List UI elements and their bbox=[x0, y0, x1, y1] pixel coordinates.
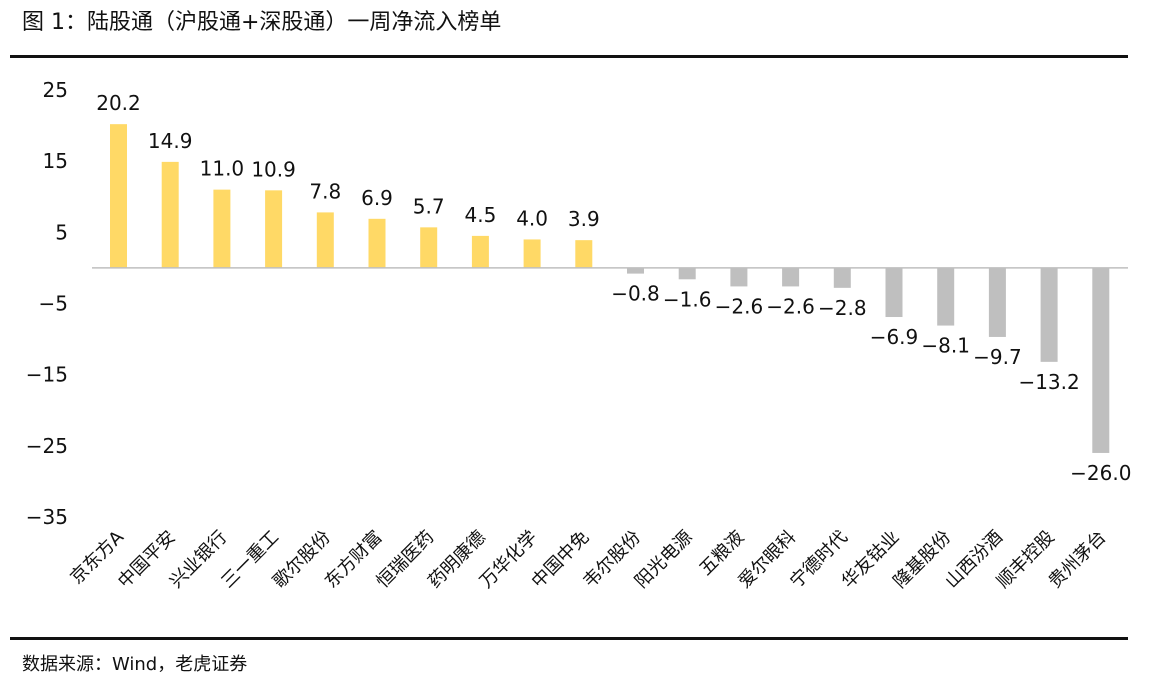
data-label: −1.6 bbox=[663, 287, 712, 311]
data-label: 10.9 bbox=[251, 157, 296, 181]
data-label: −8.1 bbox=[921, 334, 970, 358]
bar bbox=[420, 227, 438, 268]
data-label: −26.0 bbox=[1070, 461, 1131, 485]
bar bbox=[575, 240, 593, 268]
data-label: −13.2 bbox=[1018, 370, 1079, 394]
category-label: 贵州茅台 bbox=[1045, 527, 1111, 593]
data-label: −9.7 bbox=[973, 345, 1022, 369]
data-label: 5.7 bbox=[413, 194, 445, 218]
bar bbox=[213, 189, 231, 268]
y-tick-label: −35 bbox=[26, 505, 68, 529]
bar bbox=[988, 267, 1006, 337]
y-axis-ticks: 25 15 5 −5 −15 −25 −35 bbox=[26, 78, 68, 529]
data-label: 7.8 bbox=[309, 179, 341, 203]
data-labels: 20.214.911.0 10.97.8 6.9 5.7 4.5 4.0 3.9−0.8 −1… bbox=[96, 91, 1131, 485]
bar bbox=[885, 267, 903, 318]
data-label: −2.6 bbox=[715, 294, 764, 318]
bar bbox=[110, 124, 127, 268]
bar bbox=[833, 267, 851, 288]
bar bbox=[937, 267, 955, 326]
y-tick-label: 5 bbox=[55, 220, 68, 244]
bar bbox=[471, 235, 489, 268]
bottom-rule bbox=[10, 637, 1128, 640]
bar bbox=[730, 267, 748, 287]
data-label: −0.8 bbox=[611, 282, 660, 306]
category-label: 阳光电源 bbox=[631, 527, 697, 593]
y-tick-label: −5 bbox=[39, 292, 68, 316]
bar bbox=[316, 212, 334, 268]
data-label: −2.6 bbox=[766, 294, 815, 318]
data-label: 6.9 bbox=[361, 186, 393, 210]
bar bbox=[523, 239, 541, 268]
data-label: 4.5 bbox=[464, 203, 496, 227]
bar bbox=[1092, 267, 1110, 453]
y-tick-label: 15 bbox=[43, 149, 68, 173]
bar bbox=[265, 190, 283, 268]
bar-chart: 25 15 5 −5 −15 −25 −35 20.2 14.9 11.0 10.9 7.8 6.9 5… bbox=[26, 78, 1132, 592]
data-label: 11.0 bbox=[200, 157, 245, 181]
data-label: −6.9 bbox=[870, 325, 919, 349]
data-label: 20.2 bbox=[96, 91, 141, 115]
bar bbox=[1040, 267, 1058, 362]
data-label: 3.9 bbox=[568, 207, 600, 231]
bar bbox=[678, 267, 696, 280]
chart-title: 图 1：陆股通（沪股通+深股通）一周净流入榜单 bbox=[22, 10, 502, 35]
bar bbox=[627, 267, 644, 274]
bar bbox=[161, 161, 179, 268]
top-rule bbox=[10, 55, 1128, 58]
data-label: 14.9 bbox=[148, 129, 193, 153]
y-tick-label: −15 bbox=[26, 363, 68, 387]
source-note: 数据来源：Wind，老虎证券 bbox=[22, 654, 248, 675]
bars bbox=[110, 124, 1110, 453]
bar bbox=[782, 267, 800, 287]
data-label: −2.8 bbox=[818, 296, 867, 320]
bar bbox=[368, 218, 386, 268]
y-tick-label: 25 bbox=[43, 78, 68, 102]
y-tick-label: −25 bbox=[26, 434, 68, 458]
category-labels: 京东方A中国平安兴业银行三一重工歌尔股份东方财富恒瑞医药药明康德万华化学中国中免… bbox=[66, 526, 1110, 592]
data-label: 4.0 bbox=[516, 206, 548, 230]
